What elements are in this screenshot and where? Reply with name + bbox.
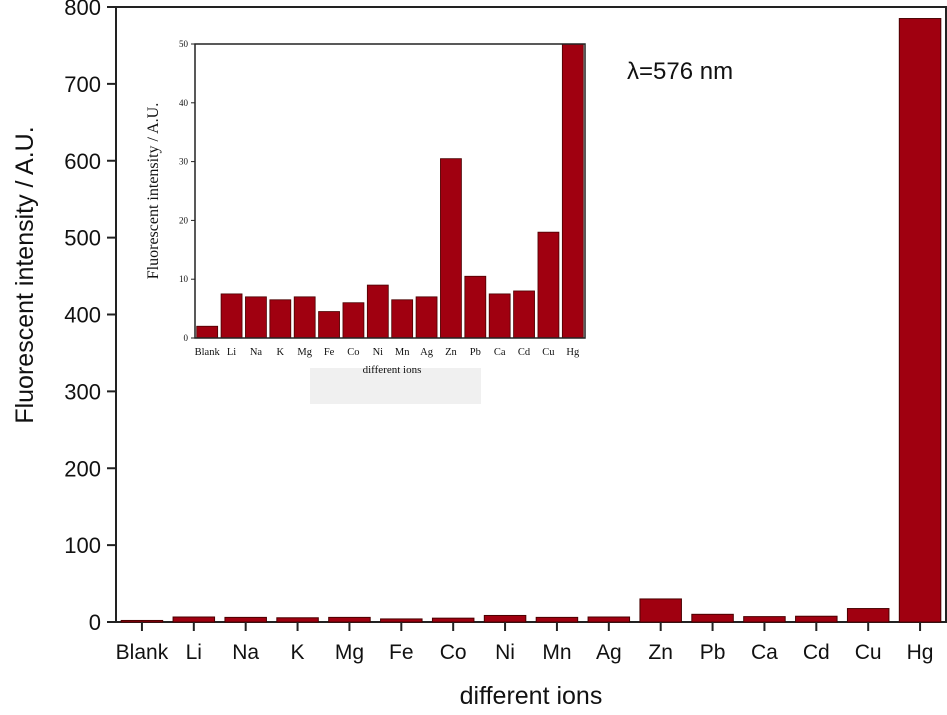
main-y-tick-label: 500 bbox=[64, 226, 101, 251]
inset-y-tick-label: 30 bbox=[179, 157, 189, 167]
inset-bar-mg bbox=[293, 296, 316, 339]
inset-x-tick-label: Pb bbox=[470, 347, 481, 358]
inset-y-tick-label: 10 bbox=[179, 274, 189, 284]
main-x-tick-label: Cd bbox=[803, 641, 830, 664]
inset-x-tick-label: Mg bbox=[297, 347, 312, 358]
main-x-tick-label: Co bbox=[440, 641, 467, 664]
main-bar-ni bbox=[483, 614, 527, 623]
inset-y-tick-label: 50 bbox=[179, 39, 189, 49]
inset-bars bbox=[196, 43, 584, 339]
main-x-tick-label: K bbox=[291, 641, 305, 664]
main-x-tick-label: Mg bbox=[335, 641, 364, 664]
inset-bar-ag bbox=[415, 296, 438, 339]
main-x-tick-label: Hg bbox=[907, 641, 934, 664]
inset-x-axis-label: different ions bbox=[363, 364, 422, 376]
main-x-tick-label: Ag bbox=[596, 641, 622, 664]
main-bar-cu bbox=[846, 608, 890, 623]
inset-x-tick-label: Co bbox=[347, 347, 359, 358]
main-y-tick-label: 800 bbox=[64, 0, 101, 20]
inset-x-tick-label: Hg bbox=[566, 347, 580, 358]
main-y-tick-label: 0 bbox=[89, 610, 101, 635]
inset-x-tick-label: Cd bbox=[518, 347, 531, 358]
inset-plot: 0 10 20 30 40 50 Blank Li Na K Mg Fe Co Ni Mn Ag Zn Pb Ca… bbox=[140, 30, 602, 376]
inset-bar-zn bbox=[440, 158, 462, 339]
inset-bar-na bbox=[245, 296, 267, 339]
main-y-tick-label: 200 bbox=[64, 456, 101, 481]
main-x-tick-label: Li bbox=[186, 641, 202, 664]
inset-bar-k bbox=[269, 299, 292, 339]
main-y-tick-label: 400 bbox=[64, 303, 101, 328]
main-x-tick-label: Pb bbox=[700, 641, 726, 664]
main-bar-na bbox=[224, 616, 267, 623]
inset-x-tick-label: Fe bbox=[324, 347, 335, 358]
main-y-axis: 0 100 200 300 400 500 600 700 800 bbox=[64, 0, 116, 635]
inset-bar-cu bbox=[537, 231, 560, 339]
inset-x-axis: Blank Li Na K Mg Fe Co Ni Mn Ag Zn Pb Ca Cd Cu Hg bbox=[195, 347, 580, 358]
inset-x-tick-label: Cu bbox=[542, 347, 555, 358]
main-bar-blank bbox=[120, 619, 164, 623]
main-y-axis-label: Fluorescent intensity / A.U. bbox=[11, 126, 39, 423]
inset-x-tick-label: Blank bbox=[195, 347, 221, 358]
main-x-tick-label: Fe bbox=[389, 641, 414, 664]
inset-bar-hg bbox=[561, 43, 584, 339]
inset-x-tick-label: Ca bbox=[494, 347, 506, 358]
main-bar-ag bbox=[587, 616, 631, 623]
main-x-axis-label: different ions bbox=[460, 682, 603, 710]
main-bar-pb bbox=[691, 613, 734, 623]
main-bar-fe bbox=[380, 618, 423, 623]
main-x-tick-label: Mn bbox=[542, 641, 571, 664]
inset-y-tick-label: 0 bbox=[184, 333, 189, 343]
main-bar-zn bbox=[639, 598, 682, 623]
main-x-tick-label: Na bbox=[232, 641, 259, 664]
main-bar-li bbox=[172, 616, 216, 623]
inset-x-tick-label: Ni bbox=[373, 347, 384, 358]
main-bar-hg bbox=[898, 18, 942, 623]
inset-xlabel-background bbox=[310, 362, 481, 404]
inset-bar-li bbox=[220, 293, 243, 339]
inset-x-tick-label: Mn bbox=[395, 347, 410, 358]
inset-bar-fe bbox=[318, 311, 340, 339]
inset-bar-mn bbox=[391, 299, 414, 339]
inset-y-tick-label: 20 bbox=[179, 215, 189, 225]
main-x-tick-label: Ni bbox=[495, 641, 515, 664]
main-y-tick-label: 700 bbox=[64, 72, 101, 97]
main-bars bbox=[120, 18, 942, 623]
inset-x-tick-label: Ag bbox=[420, 347, 434, 358]
main-bar-co bbox=[431, 617, 475, 623]
inset-x-tick-label: K bbox=[277, 347, 285, 358]
wavelength-annotation: λ=576 nm bbox=[627, 58, 733, 85]
inset-y-axis-label: Fluorescent intensity / A.U. bbox=[145, 103, 162, 279]
main-x-tick-label: Cu bbox=[855, 641, 882, 664]
inset-x-tick-label: Li bbox=[227, 347, 236, 358]
inset-bar-cd bbox=[513, 290, 535, 339]
main-y-tick-label: 100 bbox=[64, 533, 101, 558]
main-bar-ca bbox=[743, 616, 786, 623]
inset-x-tick-label: Zn bbox=[445, 347, 457, 358]
inset-bar-pb bbox=[464, 275, 487, 339]
inset-x-tick-label: Na bbox=[250, 347, 263, 358]
main-x-tick-label: Ca bbox=[751, 641, 778, 664]
main-x-tick-label: Zn bbox=[648, 641, 673, 664]
main-bar-mg bbox=[328, 616, 371, 623]
inset-bar-blank bbox=[196, 325, 219, 339]
main-y-tick-label: 600 bbox=[64, 149, 101, 174]
inset-bar-ca bbox=[488, 293, 511, 339]
inset-bar-co bbox=[342, 302, 365, 339]
main-bar-k bbox=[276, 617, 319, 623]
main-x-tick-label: Blank bbox=[116, 641, 169, 664]
main-bar-cd bbox=[795, 615, 838, 623]
inset-y-tick-label: 40 bbox=[179, 98, 189, 108]
inset-plot-frame bbox=[194, 43, 586, 339]
main-x-axis: Blank Li Na K Mg Fe Co Ni Mn Ag Zn Pb Ca Cd Cu Hg bbox=[116, 622, 934, 664]
main-bar-mn bbox=[535, 616, 579, 623]
inset-bar-ni bbox=[366, 284, 389, 339]
main-y-tick-label: 300 bbox=[64, 379, 101, 404]
